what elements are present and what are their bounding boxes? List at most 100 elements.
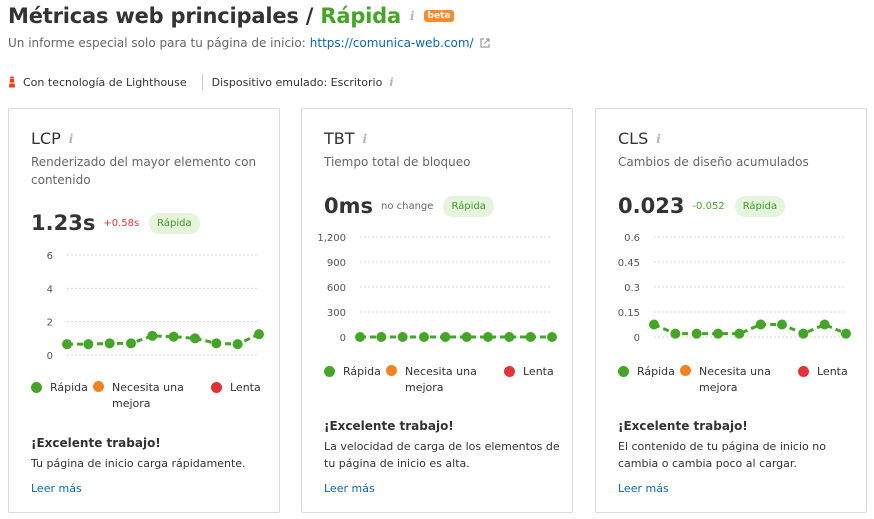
message-title: ¡Excelente trabajo! (31, 436, 161, 450)
metric-name: CLS (618, 129, 649, 148)
subtitle-text: Un informe especial solo para tu página … (8, 36, 306, 50)
data-point[interactable] (713, 328, 723, 339)
legend-dot-needs-improvement (680, 365, 691, 376)
metric-info-icon[interactable]: i (68, 131, 74, 146)
metric-value: 1.23s (31, 211, 96, 235)
legend-item-slow: Lenta (798, 365, 848, 396)
metric-delta: +0.58s (103, 217, 140, 229)
data-point[interactable] (547, 332, 557, 342)
y-tick-label: 0.15 (618, 308, 640, 319)
y-tick-label: 1,200 (317, 233, 346, 244)
legend-dot-slow (798, 366, 809, 377)
message-body: La velocidad de carga de los elementos d… (324, 440, 560, 470)
info-icon[interactable]: i (409, 9, 415, 23)
data-point[interactable] (461, 332, 472, 342)
y-tick-label: 4 (47, 284, 53, 295)
message-title: ¡Excelente trabajo! (618, 419, 748, 433)
metric-card-cls: CLS i Cambios de diseño acumulados 0.023… (595, 108, 867, 513)
series-line (653, 322, 847, 336)
y-tick-label: 0.45 (618, 258, 640, 269)
metric-title: LCP i (31, 129, 73, 148)
data-point[interactable] (104, 338, 115, 349)
data-point[interactable] (798, 328, 809, 339)
legend-label: Rápida (637, 365, 675, 378)
message-body: Tu página de inicio carga rápidamente. (31, 457, 246, 470)
data-point[interactable] (62, 339, 72, 350)
data-point[interactable] (504, 332, 515, 342)
device-label: Dispositivo emulado: Escritorio (211, 75, 383, 89)
data-point[interactable] (168, 331, 179, 342)
metric-name: LCP (31, 129, 61, 148)
device-info-icon[interactable]: i (389, 75, 394, 89)
metric-description: Tiempo total de bloqueo (324, 155, 471, 169)
metric-info-icon[interactable]: i (362, 131, 368, 146)
data-point[interactable] (419, 332, 429, 342)
data-point[interactable] (691, 328, 702, 339)
legend-label: Lenta (230, 381, 261, 394)
series-line (67, 332, 260, 346)
metric-value-row: 1.23s +0.58s Rápida (31, 211, 200, 235)
read-more-link[interactable]: Leer más (324, 482, 375, 495)
legend-item-fast: Rápida (324, 365, 386, 396)
legend-dot-fast (618, 366, 629, 377)
y-tick-label: 6 (47, 251, 53, 262)
chart-legend: Rápida Necesita una mejora Lenta (31, 381, 271, 412)
data-point[interactable] (670, 328, 681, 339)
cls-trend-chart: 0 0.15 0.3 0.45 0.6 (618, 233, 851, 344)
data-point[interactable] (483, 332, 493, 342)
metric-description: Cambios de diseño acumulados (618, 155, 809, 169)
metric-delta: -0.052 (692, 200, 725, 212)
legend-item-needs-improvement: Necesita una mejora (386, 364, 500, 396)
metric-name: TBT (324, 129, 355, 148)
homepage-link[interactable]: https://comunica-web.com/ (309, 36, 474, 50)
status-pill: Rápida (149, 212, 200, 234)
metric-delta: no change (381, 200, 434, 212)
y-tick-label: 2 (47, 318, 53, 329)
metric-value-row: 0ms no change Rápida (324, 194, 494, 218)
page-header: Métricas web principales / Rápida i beta (8, 4, 455, 28)
legend-item-slow: Lenta (211, 381, 261, 412)
data-point[interactable] (525, 332, 536, 342)
data-point[interactable] (355, 332, 365, 342)
data-point[interactable] (841, 328, 851, 339)
data-point[interactable] (232, 339, 243, 350)
legend-dot-slow (211, 382, 222, 393)
data-point[interactable] (254, 329, 264, 340)
data-point[interactable] (397, 332, 408, 342)
data-point[interactable] (147, 330, 158, 341)
data-point[interactable] (211, 338, 222, 349)
chart-legend: Rápida Necesita una mejora Lenta (618, 365, 858, 396)
legend-label: Necesita una mejora (112, 381, 184, 410)
lighthouse-icon (9, 76, 15, 88)
data-point[interactable] (755, 319, 766, 330)
legend-dot-fast (324, 366, 335, 377)
data-point[interactable] (649, 319, 659, 330)
metric-info-icon[interactable]: i (656, 131, 661, 146)
chart-legend: Rápida Necesita una mejora Lenta (324, 365, 564, 396)
metric-card-lcp: LCP i Renderizado del mayor elemento con… (8, 108, 280, 513)
y-tick-label: 300 (327, 308, 346, 319)
read-more-link[interactable]: Leer más (31, 482, 82, 495)
read-more-link[interactable]: Leer más (618, 482, 669, 495)
data-point[interactable] (376, 332, 387, 342)
data-point[interactable] (734, 328, 745, 339)
data-point[interactable] (83, 339, 94, 350)
title-status: Rápida (320, 4, 401, 28)
data-point[interactable] (819, 319, 830, 330)
legend-dot-needs-improvement (386, 365, 397, 376)
tbt-trend-chart: 0 300 600 900 1,200 (317, 233, 557, 344)
beta-badge: beta (423, 10, 455, 22)
message-body: El contenido de tu página de inicio no c… (618, 440, 826, 470)
data-point[interactable] (777, 319, 787, 330)
external-link-icon[interactable] (479, 38, 490, 48)
data-point[interactable] (126, 338, 136, 349)
legend-dot-needs-improvement (93, 381, 104, 392)
y-tick-label: 0.3 (624, 283, 640, 294)
data-point[interactable] (440, 332, 451, 342)
data-point[interactable] (190, 333, 200, 344)
legend-label: Lenta (523, 365, 554, 378)
y-tick-label: 0 (634, 333, 640, 344)
y-tick-label: 0 (47, 351, 53, 362)
y-tick-label: 0 (340, 333, 346, 344)
message-title: ¡Excelente trabajo! (324, 419, 454, 433)
